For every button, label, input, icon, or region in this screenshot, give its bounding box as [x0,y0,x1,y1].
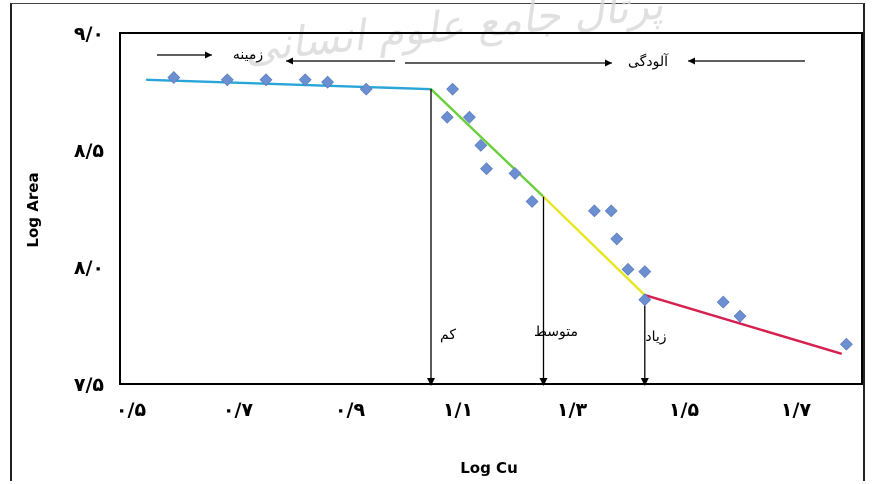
y-tick-label-3: ۸/۵ [74,140,105,162]
data-point-3 [259,73,273,87]
data-points [167,71,853,351]
data-point-16 [610,232,624,246]
data-point-8 [440,110,454,124]
data-point-2 [220,73,234,87]
divider-lines [427,89,649,386]
data-point-6 [359,82,373,96]
trend-segment-1 [145,78,433,91]
y-axis-title: Log Area [24,172,42,247]
data-point-15 [604,204,618,218]
figure-frame [10,3,865,481]
data-point-21 [733,309,747,323]
x-axis-title: Log Cu [460,459,518,477]
watermark: پرتال جامع علوم انسانی [242,0,666,73]
divider-arrowhead-3 [640,378,649,386]
x-tick-label-6: ۱/۵ [669,399,700,421]
data-point-11 [480,162,493,176]
data-point-18 [638,265,652,279]
data-point-7 [446,82,460,96]
tick-labels: ۰/۵ ۰/۷ ۰/۹ ۱/۱ ۱/۳ ۱/۵ ۱/۷ ۷/۵ ۸/۰ ۸/۵ ۹/۰ [74,23,812,421]
trend-segment-3 [542,195,646,297]
x-tick-label-7: ۱/۷ [781,399,812,421]
x-tick-label-5: ۱/۳ [557,399,588,421]
x-tick-label-3: ۰/۹ [335,399,366,421]
data-point-5 [321,75,335,89]
background-label: زمینه [233,47,263,63]
pollution-label: آلودگی [628,53,669,70]
data-point-19 [638,293,652,307]
data-point-4 [298,73,312,87]
trend-segment-2 [429,87,545,199]
y-tick-label-2: ۸/۰ [74,257,104,279]
divider-arrowhead-2 [539,378,548,386]
y-tick-label-1: ۷/۵ [74,374,105,396]
data-point-9 [462,110,476,124]
high-label: زیاد [645,329,666,345]
trend-lines [145,78,842,355]
data-point-10 [474,138,488,152]
x-tick-label-2: ۰/۷ [223,399,254,421]
pollution-annotation: آلودگی [405,53,805,70]
x-tick-label-4: ۱/۱ [443,399,473,421]
data-point-1 [167,71,181,84]
data-point-20 [716,295,730,309]
data-point-22 [839,337,853,351]
background-annotation: زمینه [157,47,395,65]
data-point-14 [587,204,601,218]
background-arrow-right-head [205,51,212,59]
y-tick-label-4: ۹/۰ [74,23,104,45]
trend-segment-4 [643,293,842,355]
data-point-17 [621,262,635,276]
medium-label: متوسط [534,324,578,340]
pollution-arrow-right-head [605,59,612,67]
background-arrow-left-head [286,57,293,65]
low-label: کم [440,327,456,343]
x-tick-label-1: ۰/۵ [116,399,147,421]
divider-arrowhead-1 [427,378,435,386]
data-point-12 [508,166,522,180]
pollution-arrow-left-head [688,57,695,65]
data-point-13 [525,195,539,208]
plot-area [119,32,863,385]
